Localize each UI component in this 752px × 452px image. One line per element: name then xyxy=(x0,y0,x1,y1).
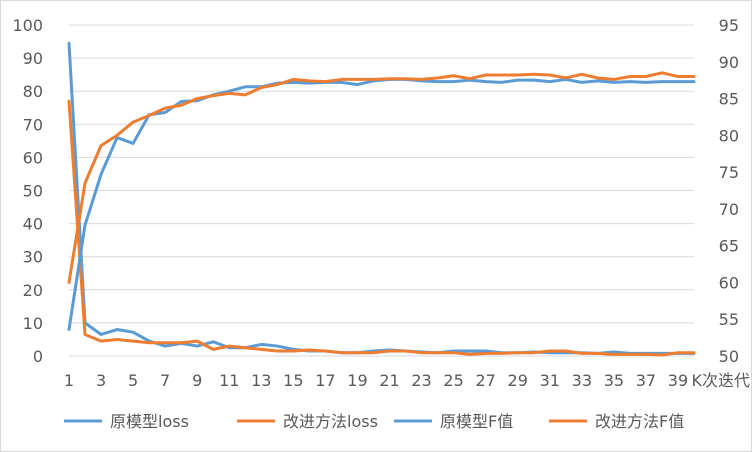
x-tick-label: 5 xyxy=(128,371,138,390)
x-tick-label: 21 xyxy=(379,371,399,390)
x-tick-label: 37 xyxy=(636,371,656,390)
right-y-tick-label: 55 xyxy=(719,310,739,329)
right-y-tick-label: 90 xyxy=(719,53,739,72)
x-tick-label: 29 xyxy=(508,371,528,390)
right-y-tick-label: 65 xyxy=(719,237,739,256)
left-y-tick-label: 10 xyxy=(23,314,43,333)
x-tick-label: 35 xyxy=(604,371,624,390)
series-line-1 xyxy=(67,99,696,357)
x-axis-label: K次迭代 xyxy=(692,371,751,390)
left-y-axis: 0 10 20 30 40 50 60 70 80 90 100 xyxy=(12,16,43,366)
x-tick-label: 13 xyxy=(251,371,271,390)
x-axis: 1 3 5 7 9 11 13 15 17 19 21 23 25 27 29 31 33 35 37 39 K次迭代 xyxy=(64,355,751,390)
x-tick-label: 19 xyxy=(347,371,367,390)
left-y-tick-label: 70 xyxy=(23,115,43,134)
x-tick-label: 3 xyxy=(96,371,106,390)
x-tick-label: 23 xyxy=(411,371,431,390)
legend-label: 原模型loss xyxy=(110,412,189,431)
left-y-tick-label: 0 xyxy=(33,347,43,366)
x-tick-label: 27 xyxy=(475,371,495,390)
x-tick-label: 9 xyxy=(192,371,202,390)
series-line-3 xyxy=(67,71,696,284)
right-y-tick-label: 80 xyxy=(719,126,739,145)
series-line-0 xyxy=(67,41,696,355)
x-tick-label: 31 xyxy=(540,371,560,390)
x-tick-label: 33 xyxy=(572,371,592,390)
x-tick-label: 1 xyxy=(64,371,74,390)
x-tick-label: 11 xyxy=(219,371,239,390)
right-y-tick-label: 50 xyxy=(719,347,739,366)
x-tick-label: 25 xyxy=(443,371,463,390)
x-tick-label: 17 xyxy=(315,371,335,390)
left-y-tick-label: 60 xyxy=(23,148,43,167)
left-y-tick-label: 100 xyxy=(12,16,43,35)
left-y-tick-label: 80 xyxy=(23,82,43,101)
right-y-tick-label: 70 xyxy=(719,200,739,219)
left-y-tick-label: 40 xyxy=(23,215,43,234)
legend: 原模型loss 改进方法loss 原模型F值 改进方法F值 xyxy=(64,412,684,431)
right-y-axis: 50 55 60 65 70 75 80 85 90 95 xyxy=(719,16,739,366)
legend-label: 改进方法F值 xyxy=(595,412,684,431)
right-y-tick-label: 75 xyxy=(719,163,739,182)
right-y-tick-label: 85 xyxy=(719,90,739,109)
gridlines xyxy=(69,24,694,357)
left-y-tick-label: 30 xyxy=(23,248,43,267)
series-lines xyxy=(67,41,696,357)
x-tick-label: 7 xyxy=(160,371,170,390)
legend-label: 原模型F值 xyxy=(440,412,513,431)
legend-label: 改进方法loss xyxy=(283,412,378,431)
x-tick-label: 39 xyxy=(668,371,688,390)
series-line-2 xyxy=(67,77,696,332)
x-tick-label: 15 xyxy=(283,371,303,390)
left-y-tick-label: 20 xyxy=(23,281,43,300)
right-y-tick-label: 60 xyxy=(719,273,739,292)
left-y-tick-label: 50 xyxy=(23,182,43,201)
right-y-tick-label: 95 xyxy=(719,16,739,35)
left-y-tick-label: 90 xyxy=(23,49,43,68)
